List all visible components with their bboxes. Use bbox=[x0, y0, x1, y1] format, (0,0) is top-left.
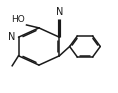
Text: HO: HO bbox=[12, 15, 25, 24]
Text: N: N bbox=[8, 32, 16, 42]
Text: N: N bbox=[56, 7, 63, 17]
